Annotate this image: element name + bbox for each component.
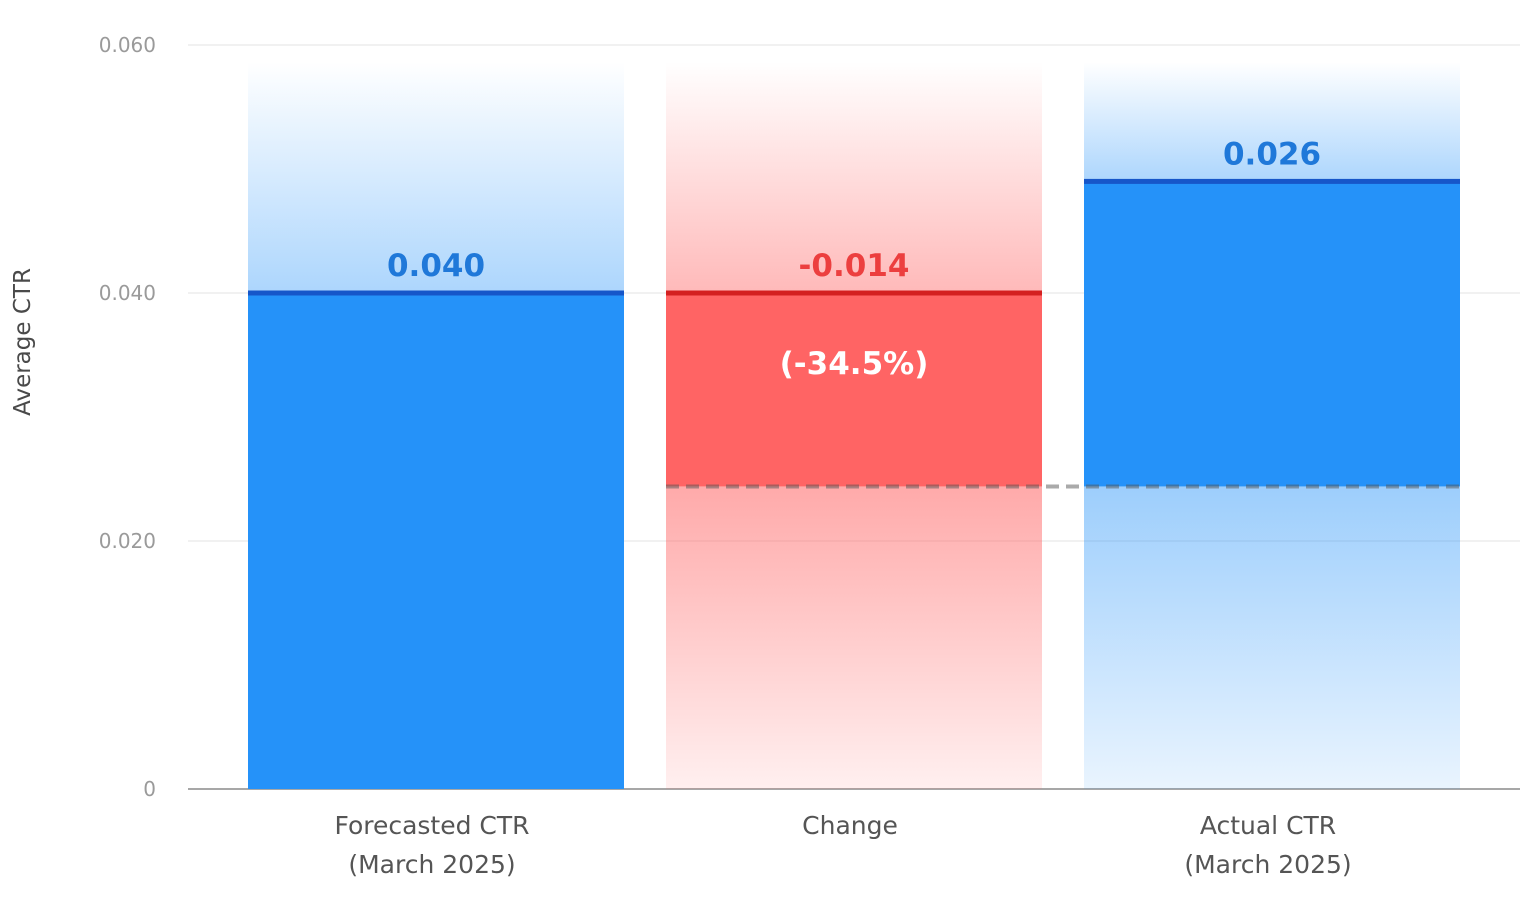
bar-actual <box>1084 181 1460 487</box>
value-label-actual: 0.026 <box>1223 136 1321 172</box>
bar-glow-top <box>666 62 1042 293</box>
y-tick-label: 0.040 <box>99 281 156 305</box>
x-tick-label: Forecasted CTR <box>334 811 529 840</box>
bars <box>248 178 1460 789</box>
value-label-forecast: 0.040 <box>387 248 485 284</box>
y-axis: 0 0.020 0.040 0.060 <box>99 33 156 801</box>
value-label-change: -0.014 <box>799 248 910 284</box>
y-axis-title: Average CTR <box>10 268 36 416</box>
bar-glows <box>248 62 1460 789</box>
x-tick-label: (March 2025) <box>348 850 515 879</box>
y-tick-label: 0 <box>143 777 156 801</box>
x-axis: Forecasted CTR (March 2025) Change Actual C… <box>334 811 1351 879</box>
y-tick-label: 0.060 <box>99 33 156 57</box>
x-tick-label: (March 2025) <box>1184 850 1351 879</box>
bar-edge-forecast <box>248 290 624 296</box>
bar-edge-actual <box>1084 178 1460 184</box>
bar-forecast <box>248 293 624 789</box>
bar-edge-change <box>666 290 1042 296</box>
bar-glow-top <box>1084 62 1460 182</box>
bar-glow-top <box>248 62 624 293</box>
bar-glow-bottom <box>1084 486 1460 789</box>
bar-change <box>666 293 1042 487</box>
pct-label-change: (-34.5%) <box>780 346 929 382</box>
y-tick-label: 0.020 <box>99 529 156 553</box>
x-tick-label: Change <box>802 811 898 840</box>
bar-glow-bottom <box>666 486 1042 789</box>
value-labels: 0.040 -0.014 (-34.5%) 0.026 <box>387 136 1321 382</box>
x-tick-label: Actual CTR <box>1200 811 1336 840</box>
